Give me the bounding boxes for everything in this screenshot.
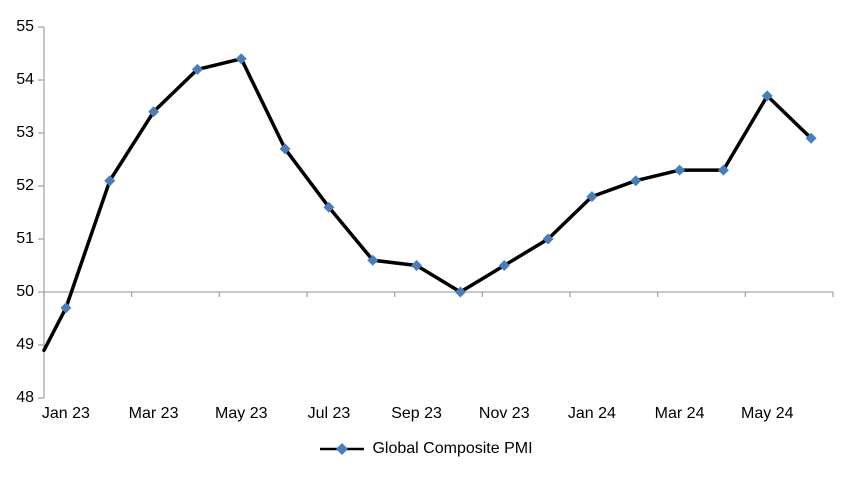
y-tick-label: 55: [16, 18, 34, 35]
x-tick-label: Jan 24: [568, 405, 616, 422]
data-point-marker: [761, 90, 773, 102]
chart-legend: Global Composite PMI: [0, 440, 852, 458]
data-point-marker: [805, 132, 817, 144]
y-tick-label: 49: [16, 336, 34, 353]
x-tick-label: Mar 24: [655, 405, 705, 422]
legend-label: Global Composite PMI: [372, 440, 533, 457]
y-tick-label: 54: [16, 71, 34, 88]
data-point-marker: [148, 106, 160, 118]
data-point-marker: [411, 260, 423, 271]
data-point-marker: [542, 233, 554, 245]
data-point-marker: [367, 254, 379, 266]
x-tick-label: Mar 23: [129, 405, 179, 422]
pmi-series-line: [42, 57, 813, 353]
data-point-marker: [674, 164, 686, 176]
pmi-line-chart-canvas: 48 49 50 51 52 53 54 55 Jan 23 Mar 23 May 23 Jul 23…: [16, 18, 834, 422]
data-point-marker: [323, 201, 335, 213]
x-tick-label: Jul 23: [308, 405, 351, 422]
data-point-marker: [454, 286, 466, 298]
data-point-marker: [104, 175, 116, 187]
data-point-marker: [60, 302, 72, 314]
y-tick-label: 52: [16, 177, 34, 194]
y-tick-label: 53: [16, 124, 34, 141]
x-tick-label: May 23: [215, 405, 268, 422]
y-tick-label: 48: [16, 389, 34, 406]
data-point-marker: [586, 191, 598, 203]
data-point-marker: [191, 63, 203, 75]
x-tick-label: Nov 23: [479, 405, 530, 422]
y-tick-label: 51: [16, 230, 34, 247]
data-point-marker: [717, 164, 729, 176]
data-point-marker: [630, 175, 642, 187]
x-tick-label: Sep 23: [391, 405, 442, 422]
y-tick-label: 50: [16, 283, 34, 300]
x-tick-label: May 24: [741, 405, 794, 422]
legend-line-marker-icon: [320, 443, 365, 455]
data-point-marker: [279, 143, 291, 155]
x-tick-label: Jan 23: [42, 405, 90, 422]
data-point-marker: [235, 53, 247, 65]
data-point-marker: [498, 260, 510, 271]
